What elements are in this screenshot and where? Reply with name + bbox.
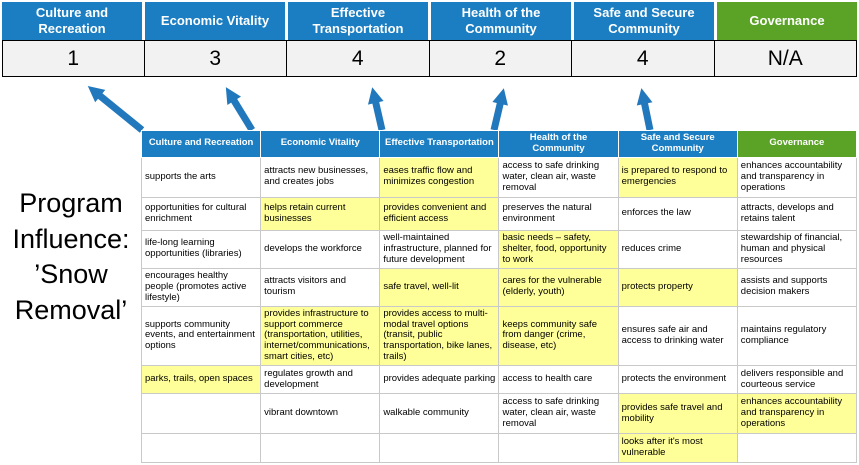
matrix-cell: encourages healthy people (promotes acti…	[140, 267, 262, 307]
table-row: looks after it's most vulnerable	[140, 433, 858, 464]
matrix-cell: access to health care	[498, 365, 619, 395]
matrix-cell: safe travel, well-lit	[379, 267, 500, 307]
matrix-cell: supports community events, and entertain…	[140, 305, 262, 367]
matrix-header-safe-and-secure-community: Safe and Secure Community	[617, 130, 738, 158]
matrix-cell: access to safe drinking water, clean air…	[498, 156, 619, 198]
score-value-health-of-the-community: 2	[429, 40, 572, 77]
matrix-header-effective-transportation: Effective Transportation	[379, 130, 500, 158]
matrix-cell: enhances accountability and transparency…	[736, 393, 858, 435]
matrix-cell	[260, 433, 381, 464]
matrix-cell: preserves the natural environment	[498, 196, 619, 231]
table-row: life-long learning opportunities (librar…	[140, 229, 858, 269]
matrix-cell: regulates growth and development	[260, 365, 381, 395]
matrix-cell: well-maintained infrastructure, planned …	[379, 229, 500, 269]
matrix-cell: provides access to multi-modal travel op…	[379, 305, 500, 367]
matrix-cell: stewardship of financial, human and phys…	[736, 229, 858, 269]
scoreboard: Culture and Recreation Economic Vitality…	[2, 2, 857, 77]
matrix-cell: assists and supports decision makers	[736, 267, 858, 307]
matrix-cell: keeps community safe from danger (crime,…	[498, 305, 619, 367]
matrix-header-culture-and-recreation: Culture and Recreation	[140, 130, 262, 158]
matrix-cell: attracts visitors and tourism	[260, 267, 381, 307]
matrix-cell: maintains regulatory compliance	[736, 305, 858, 367]
matrix-cell: reduces crime	[617, 229, 738, 269]
matrix-cell	[140, 393, 262, 435]
matrix-cell: enhances accountability and transparency…	[736, 156, 858, 198]
matrix-cell: cares for the vulnerable (elderly, youth…	[498, 267, 619, 307]
matrix-cell: provides infrastructure to support comme…	[260, 305, 381, 367]
matrix-cell: opportunities for cultural enrichment	[140, 196, 262, 231]
matrix-header-economic-vitality: Economic Vitality	[260, 130, 381, 158]
score-header-effective-transportation: Effective Transportation	[288, 2, 428, 40]
matrix-cell: delivers responsible and courteous servi…	[736, 365, 858, 395]
table-row: supports community events, and entertain…	[140, 305, 858, 367]
matrix-cell: develops the workforce	[260, 229, 381, 269]
up-arrow-icon	[636, 88, 654, 131]
matrix-cell: access to safe drinking water, clean air…	[498, 393, 619, 435]
matrix-cell: ensures safe air and access to drinking …	[617, 305, 738, 367]
arrows-layer	[87, 85, 654, 133]
page-title: Program Influence: ’Snow Removal’	[12, 188, 130, 325]
matrix-cell: eases traffic flow and minimizes congest…	[379, 156, 500, 198]
matrix-cell: parks, trails, open spaces	[140, 365, 262, 395]
matrix-cell: supports the arts	[140, 156, 262, 198]
matrix-cell	[140, 433, 262, 464]
matrix-cell: provides convenient and efficient access	[379, 196, 500, 231]
score-header-culture-and-recreation: Culture and Recreation	[2, 2, 142, 40]
matrix-cell: basic needs – safety, shelter, food, opp…	[498, 229, 619, 269]
table-row: parks, trails, open spaces regulates grow…	[140, 365, 858, 395]
matrix-cell: protects the environment	[617, 365, 738, 395]
matrix-cell	[736, 433, 858, 464]
up-arrow-icon	[225, 87, 255, 132]
table-row: encourages healthy people (promotes acti…	[140, 267, 858, 307]
matrix-table: Culture and Recreation Economic Vitality…	[140, 130, 858, 464]
up-arrow-icon	[367, 87, 386, 131]
matrix-cell: provides safe travel and mobility	[617, 393, 738, 435]
score-value-culture-and-recreation: 1	[2, 40, 145, 77]
matrix-cell: provides adequate parking	[379, 365, 500, 395]
matrix-cell: life-long learning opportunities (librar…	[140, 229, 262, 269]
score-value-safe-and-secure-community: 4	[572, 40, 715, 77]
table-row: vibrant downtown walkable community access…	[140, 393, 858, 435]
matrix-header-row: Culture and Recreation Economic Vitality…	[140, 130, 858, 158]
matrix-header-governance: Governance	[736, 130, 858, 158]
up-arrow-icon	[490, 88, 508, 131]
score-header-governance: Governance	[717, 2, 857, 40]
score-value-governance: N/A	[714, 40, 857, 77]
matrix-cell	[379, 433, 500, 464]
table-row: supports the arts attracts new businesses…	[140, 156, 858, 198]
matrix-cell: enforces the law	[617, 196, 738, 231]
score-header-economic-vitality: Economic Vitality	[145, 2, 285, 40]
score-value-effective-transportation: 4	[287, 40, 430, 77]
scoreboard-values-row: 1 3 4 2 4 N/A	[2, 40, 857, 77]
matrix-cell: looks after it's most vulnerable	[617, 433, 738, 464]
matrix-header-health-of-the-community: Health of the Community	[498, 130, 619, 158]
matrix-cell: attracts, develops and retains talent	[736, 196, 858, 231]
score-header-safe-and-secure-community: Safe and Secure Community	[574, 2, 714, 40]
table-row: opportunities for cultural enrichment hel…	[140, 196, 858, 231]
matrix-cell: walkable community	[379, 393, 500, 435]
matrix-body: supports the arts attracts new businesses…	[140, 156, 858, 464]
matrix-cell: protects property	[617, 267, 738, 307]
score-header-health-of-the-community: Health of the Community	[431, 2, 571, 40]
matrix-cell	[498, 433, 619, 464]
scoreboard-header-row: Culture and Recreation Economic Vitality…	[2, 2, 857, 40]
matrix-cell: attracts new businesses, and creates job…	[260, 156, 381, 198]
up-arrow-icon	[87, 85, 145, 133]
matrix-cell: vibrant downtown	[260, 393, 381, 435]
matrix-cell: helps retain current businesses	[260, 196, 381, 231]
matrix-cell: is prepared to respond to emergencies	[617, 156, 738, 198]
score-value-economic-vitality: 3	[144, 40, 287, 77]
